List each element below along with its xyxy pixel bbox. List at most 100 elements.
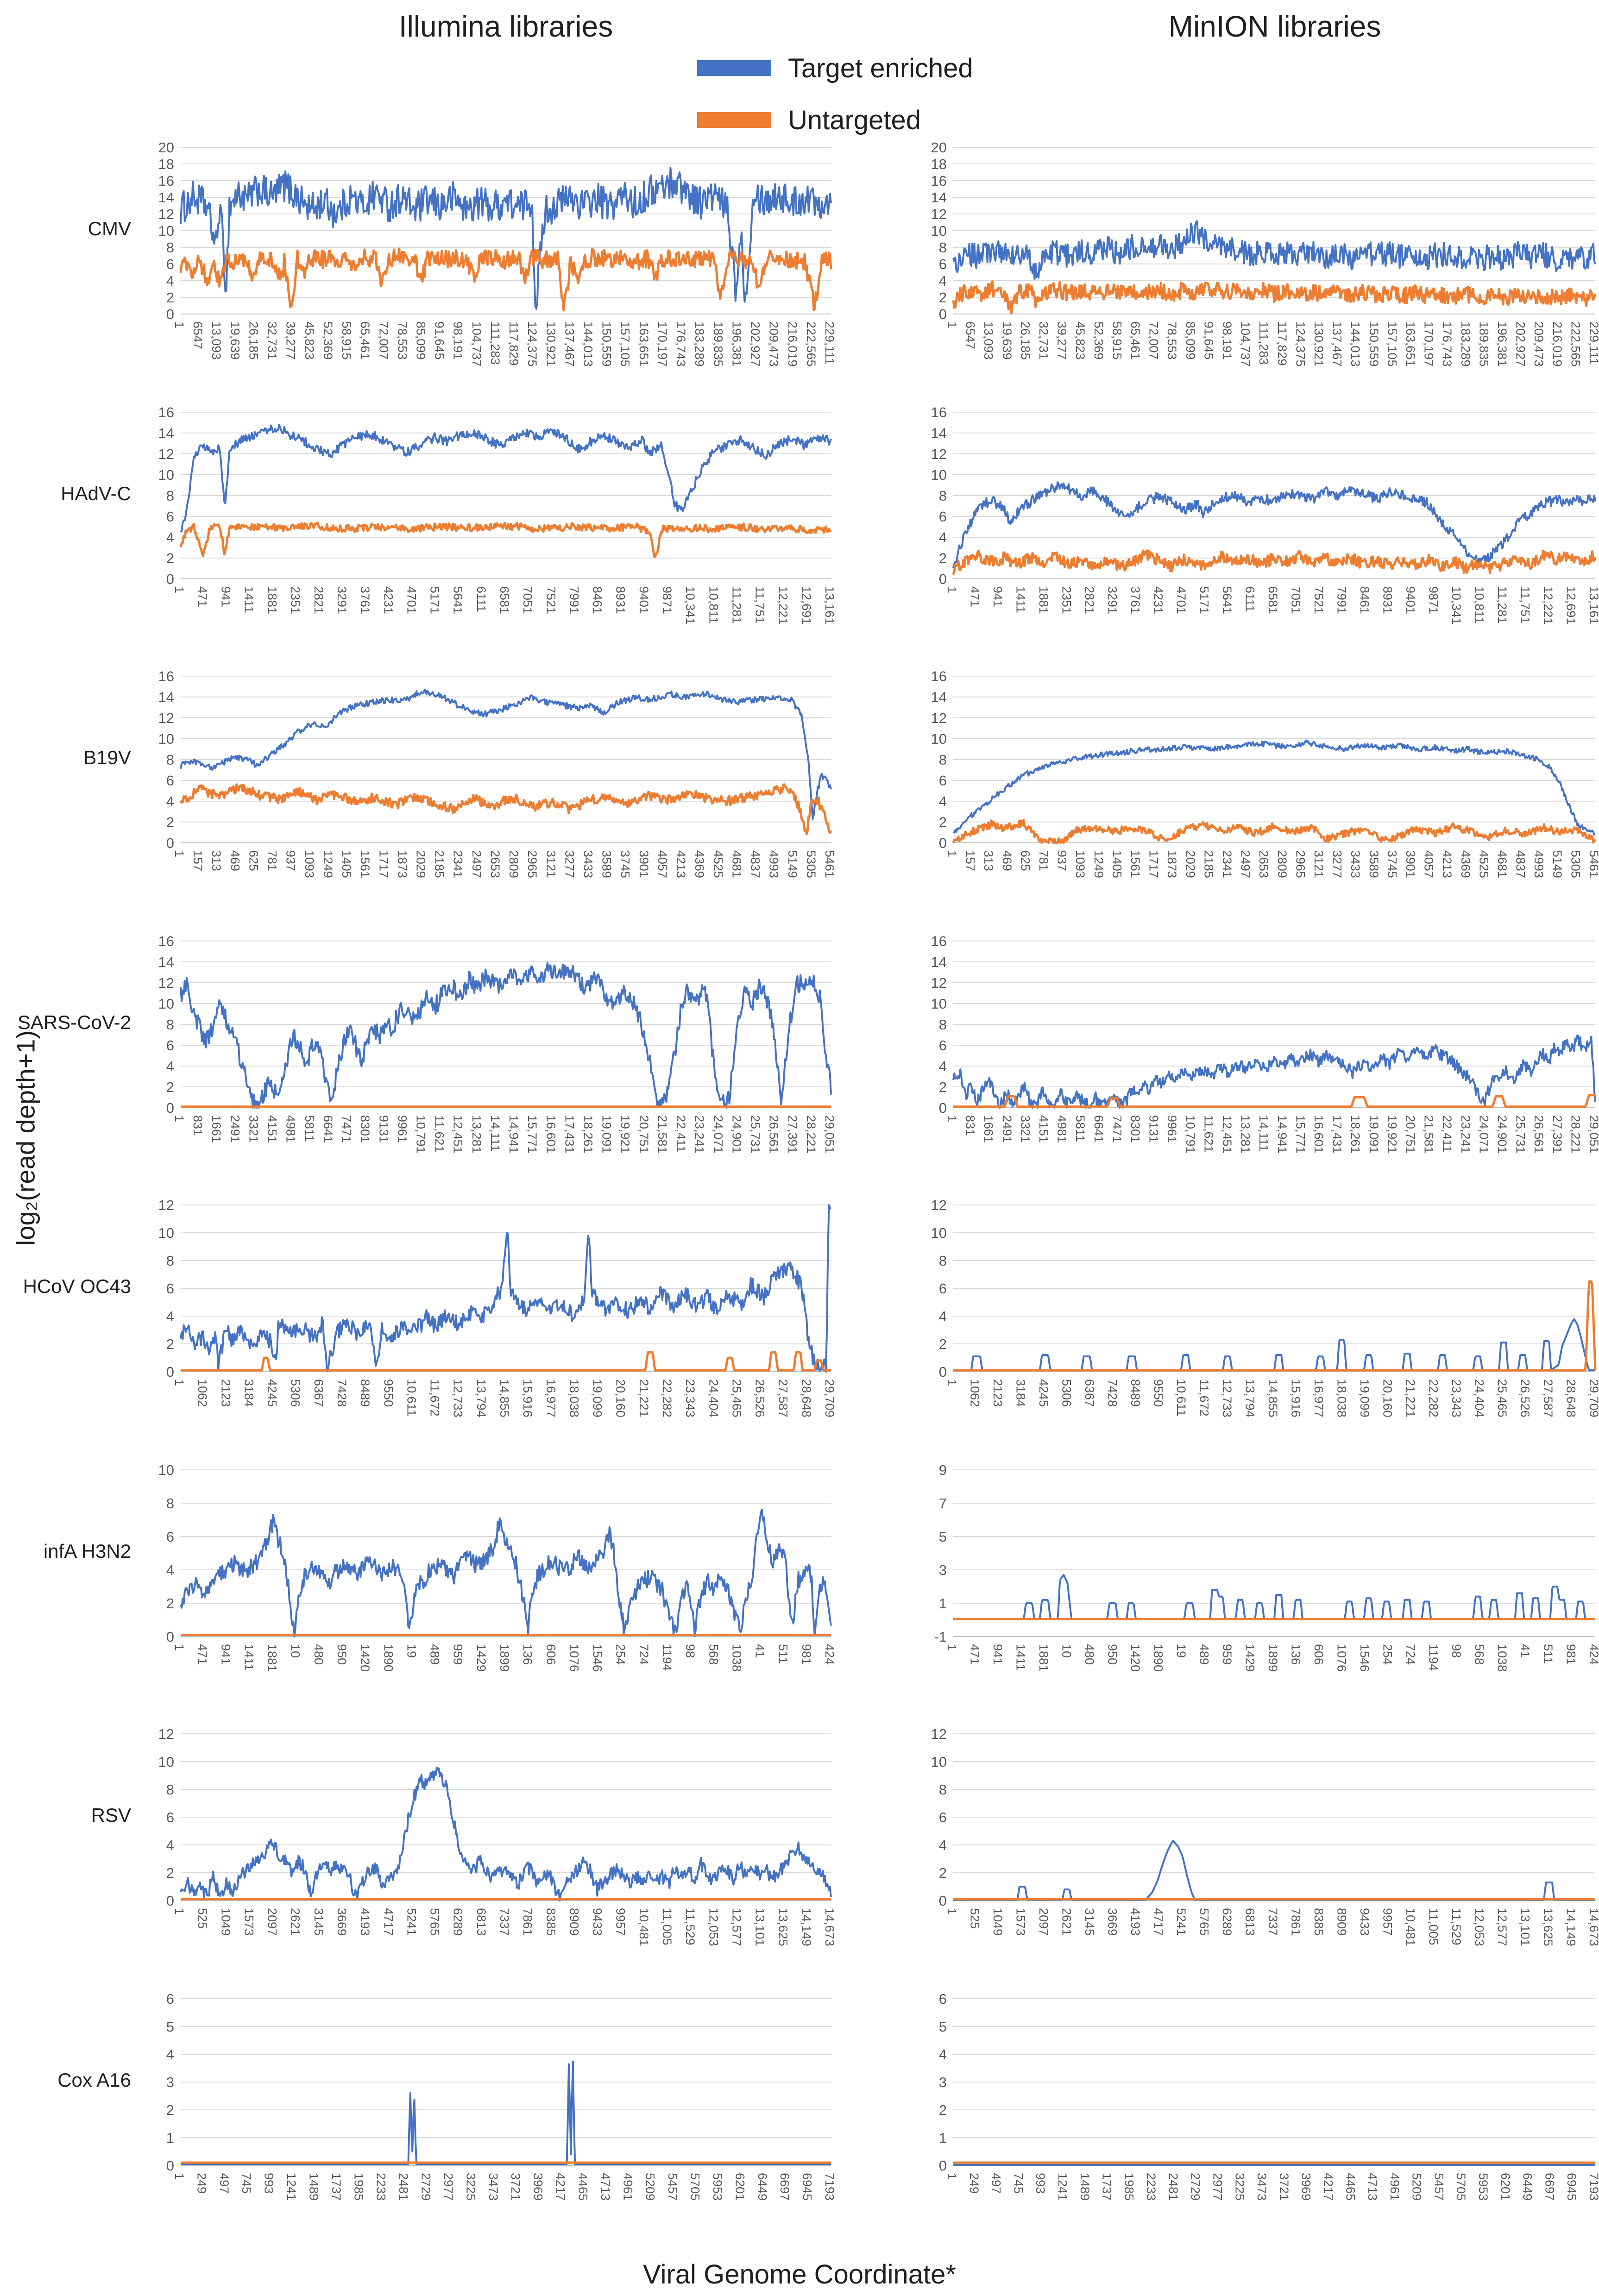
- y-tick-label: 10: [158, 996, 174, 1012]
- x-tick-label: 1573: [242, 1908, 256, 1936]
- x-tick-label: 9433: [1358, 1908, 1372, 1936]
- x-tick-label: 11,751: [753, 586, 767, 624]
- x-tick-label: 489: [1197, 1644, 1211, 1665]
- x-tick-label: 1411: [1014, 1644, 1028, 1671]
- x-tick-label: 3121: [1312, 850, 1326, 878]
- y-tick-label: 0: [166, 1364, 174, 1380]
- x-tick-label: 58,915: [340, 321, 353, 360]
- y-tick-label: 8: [166, 488, 174, 504]
- y-tick-label: 2: [939, 550, 947, 566]
- series-target-enriched: [180, 961, 832, 1109]
- x-tick-label: 7051: [521, 586, 535, 614]
- row-label-cox-a16: Cox A16: [57, 2069, 131, 2091]
- y-tick-label: 10: [158, 1462, 174, 1478]
- x-tick-label: 1985: [1122, 2173, 1136, 2201]
- x-tick-label: 424: [823, 1644, 837, 1665]
- y-tick-label: 5: [939, 1529, 947, 1545]
- y-tick-label: 0: [939, 2158, 947, 2174]
- x-tick-label: 4681: [730, 850, 743, 878]
- x-tick-label: 2097: [1037, 1908, 1051, 1936]
- x-tick-label: 4231: [1152, 586, 1165, 614]
- x-tick-label: 176,743: [674, 321, 688, 367]
- y-tick-label: 0: [939, 306, 947, 322]
- y-tick-label: 12: [931, 446, 947, 462]
- x-tick-label: 20,160: [1381, 1379, 1395, 1418]
- x-tick-label: 12,451: [1220, 1115, 1234, 1154]
- x-tick-label: 469: [228, 850, 242, 871]
- x-tick-label: 157,105: [1385, 321, 1399, 367]
- x-tick-label: 26,526: [753, 1379, 767, 1418]
- x-tick-label: 2729: [1189, 2173, 1202, 2201]
- x-tick-label: 625: [246, 850, 260, 871]
- x-tick-label: 4151: [1037, 1115, 1051, 1143]
- y-tick-label: 0: [939, 571, 947, 587]
- x-tick-label: 22,411: [674, 1115, 688, 1153]
- x-tick-label: 2123: [991, 1379, 1005, 1407]
- y-tick-label: 4: [166, 273, 174, 289]
- x-tick-label: 568: [706, 1644, 720, 1665]
- x-tick-label: 9871: [660, 586, 674, 614]
- x-tick-label: 3184: [242, 1379, 256, 1407]
- y-tick-label: 3: [939, 2074, 947, 2090]
- x-tick-label: 5811: [302, 1115, 316, 1142]
- x-tick-label: 1249: [321, 850, 335, 878]
- x-tick-label: 170,197: [655, 321, 669, 367]
- y-tick-label: 10: [931, 223, 947, 239]
- x-tick-label: 8931: [1381, 586, 1395, 614]
- x-tick-label: 209,473: [1532, 321, 1546, 367]
- x-tick-label: 29,051: [823, 1115, 837, 1154]
- y-tick-label: 16: [931, 404, 947, 420]
- x-tick-label: 937: [1055, 850, 1069, 871]
- x-tick-label: 9550: [381, 1379, 395, 1407]
- x-tick-label: 941: [991, 1644, 1005, 1665]
- x-tick-label: 222,565: [1568, 321, 1582, 367]
- x-tick-label: 202,927: [749, 321, 762, 367]
- x-tick-label: 5953: [711, 2173, 724, 2201]
- x-tick-label: 1420: [358, 1644, 372, 1672]
- x-tick-label: 28,221: [1568, 1115, 1582, 1154]
- x-tick-label: 8461: [1358, 586, 1372, 614]
- x-tick-label: 13,625: [1541, 1908, 1555, 1946]
- y-tick-label: 2: [166, 289, 174, 306]
- y-tick-label: 16: [158, 404, 174, 420]
- x-tick-label: 1881: [265, 586, 279, 614]
- y-tick-label: 4: [166, 529, 174, 546]
- y-tick-label: 14: [158, 954, 174, 970]
- y-tick-label: 12: [931, 975, 947, 991]
- y-tick-label: 10: [158, 1754, 174, 1770]
- x-tick-label: 17,431: [562, 1115, 576, 1154]
- x-tick-label: 3721: [509, 2173, 523, 2201]
- y-tick-label: 2: [939, 814, 947, 830]
- target-enriched-swatch: [697, 60, 771, 76]
- y-tick-label: 18: [158, 156, 174, 172]
- x-tick-label: 3589: [600, 850, 614, 878]
- x-tick-label: 5641: [1220, 586, 1234, 614]
- x-tick-label: 3901: [1404, 850, 1417, 878]
- x-tick-label: 724: [637, 1644, 651, 1665]
- x-tick-label: 7428: [1106, 1379, 1120, 1407]
- x-tick-label: 136: [1289, 1644, 1303, 1665]
- x-tick-label: 14,111: [1257, 1115, 1271, 1152]
- x-tick-label: 1573: [1014, 1908, 1028, 1936]
- x-tick-label: 4713: [1366, 2173, 1379, 2201]
- x-tick-label: 471: [195, 586, 209, 607]
- x-tick-label: 1076: [567, 1644, 581, 1672]
- x-tick-label: 229,111: [823, 321, 837, 365]
- x-tick-label: 23,343: [1449, 1379, 1463, 1418]
- x-tick-label: 222,565: [804, 321, 818, 367]
- x-tick-label: 104,737: [470, 321, 484, 367]
- x-tick-label: 1561: [358, 850, 372, 878]
- y-tick-label: 2: [939, 289, 947, 306]
- x-tick-label: 12,221: [1541, 586, 1555, 625]
- x-tick-label: 993: [262, 2173, 276, 2194]
- y-tick-label: 10: [931, 1754, 947, 1770]
- x-tick-label: 10: [289, 1644, 302, 1658]
- x-tick-label: 1873: [1165, 850, 1179, 878]
- x-tick-label: 23,343: [683, 1379, 697, 1418]
- series-target-enriched: [180, 1766, 832, 1901]
- legend-label-target-enriched: Target enriched: [788, 53, 973, 83]
- y-tick-label: 10: [931, 1225, 947, 1241]
- untargeted-swatch: [697, 112, 771, 128]
- x-tick-label: 10,811: [706, 586, 720, 624]
- x-tick-label: 21,581: [655, 1115, 669, 1154]
